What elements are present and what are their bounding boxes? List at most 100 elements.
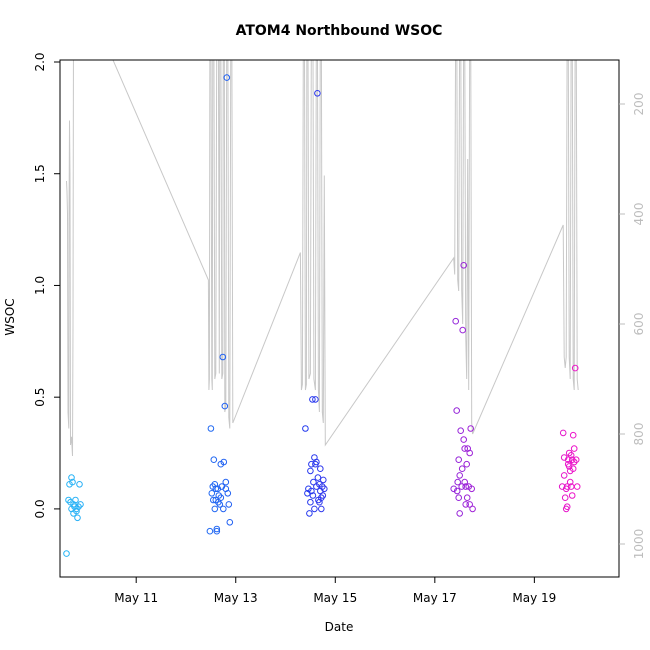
data-point — [573, 483, 581, 490]
y-tick-label: 1.0 — [33, 276, 47, 295]
data-point — [318, 505, 325, 513]
data-point — [220, 505, 227, 513]
y-tick-label: 0.5 — [33, 388, 47, 407]
data-point — [310, 478, 317, 486]
data-point — [463, 460, 471, 468]
data-point — [210, 456, 218, 464]
data-point — [567, 483, 575, 490]
data-point — [570, 445, 578, 452]
data-point — [314, 474, 322, 481]
data-point — [568, 492, 576, 499]
x-axis: May 11 May 13 May 15 May 17 May 19 — [114, 577, 556, 605]
data-point — [206, 527, 214, 535]
data-point — [453, 407, 461, 414]
data-point — [312, 396, 319, 403]
data-point — [70, 501, 77, 508]
data-point — [565, 449, 573, 457]
data-point — [468, 485, 476, 493]
data-point — [466, 449, 474, 457]
chart-title: ATOM4 Northbound WSOC — [236, 23, 443, 39]
data-point — [566, 478, 574, 486]
data-point — [220, 458, 228, 466]
data-point — [207, 425, 215, 432]
data-point — [452, 317, 460, 325]
x-tick-label: May 11 — [114, 591, 158, 605]
data-point — [453, 487, 461, 495]
data-point — [570, 458, 578, 466]
data-point — [456, 472, 464, 479]
data-point — [73, 505, 80, 513]
data-point — [208, 490, 216, 497]
data-point — [213, 525, 221, 533]
data-point — [469, 505, 476, 513]
data-point — [217, 494, 225, 502]
y2-tick-label: 200 — [632, 93, 646, 116]
data-point — [311, 505, 318, 513]
data-point — [307, 467, 314, 475]
y2-tick-label: 600 — [632, 313, 646, 336]
x-tick-label: May 13 — [214, 591, 258, 605]
data-point — [461, 445, 469, 452]
data-point — [63, 550, 70, 557]
data-point — [564, 456, 572, 464]
data-point — [223, 74, 231, 81]
data-point — [560, 472, 568, 479]
data-point — [316, 481, 323, 488]
data-point — [307, 498, 314, 506]
data-point — [308, 487, 315, 495]
data-point — [460, 436, 468, 443]
data-point — [225, 501, 233, 508]
y2-tick-label: 1000 — [632, 529, 646, 560]
data-point — [455, 456, 463, 464]
data-point — [460, 262, 468, 269]
data-point — [221, 402, 229, 410]
data-point — [213, 527, 221, 535]
data-point — [457, 427, 465, 435]
data-point — [559, 429, 567, 437]
data-point — [463, 494, 471, 502]
data-point — [77, 501, 84, 508]
data-point — [458, 483, 466, 490]
data-point — [458, 465, 466, 473]
y-tick-label: 2.0 — [33, 52, 47, 71]
x-tick-label: May 17 — [413, 591, 457, 605]
data-point — [219, 353, 227, 361]
data-point — [317, 465, 324, 473]
y-axis-label: WSOC — [3, 298, 17, 335]
wsoc-series — [63, 74, 581, 557]
altitude-line — [66, 60, 579, 457]
data-point — [306, 510, 313, 517]
data-point — [462, 501, 470, 508]
data-point — [222, 478, 230, 486]
y-axis-right: 200 400 600 800 1000 — [619, 93, 646, 560]
y2-tick-label: 400 — [632, 203, 646, 226]
data-point — [309, 396, 316, 403]
data-point — [455, 494, 463, 502]
data-point — [561, 494, 569, 502]
data-point — [456, 510, 464, 517]
x-axis-label: Date — [325, 620, 354, 634]
data-point — [226, 519, 234, 526]
plot-frame — [59, 59, 620, 578]
data-point — [65, 496, 72, 504]
data-point — [462, 483, 470, 490]
y-tick-label: 0.0 — [33, 499, 47, 518]
altitude-series — [66, 60, 579, 457]
data-point — [461, 478, 469, 486]
data-point — [302, 425, 309, 432]
data-point — [454, 478, 462, 486]
data-point — [68, 474, 75, 481]
data-point — [314, 90, 321, 97]
x-tick-label: May 19 — [512, 591, 556, 605]
y2-tick-label: 800 — [632, 423, 646, 446]
data-point — [563, 503, 571, 511]
data-point — [571, 364, 579, 372]
data-point — [321, 485, 328, 493]
y-tick-label: 1.5 — [33, 164, 47, 183]
data-point — [309, 492, 317, 499]
data-point — [212, 485, 220, 493]
data-point — [222, 485, 230, 493]
data-point — [450, 485, 458, 493]
data-point — [318, 494, 325, 502]
data-point — [69, 478, 76, 486]
